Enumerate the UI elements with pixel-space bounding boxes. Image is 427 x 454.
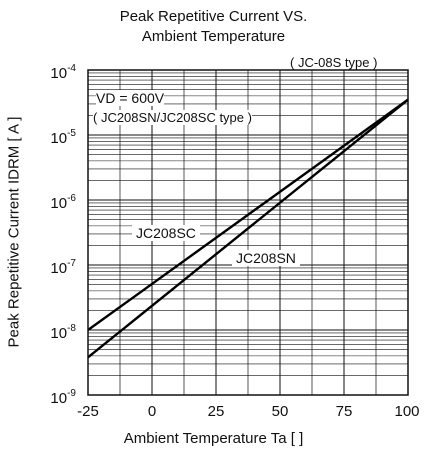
x-axis-label: Ambient Temperature Ta [ ] xyxy=(123,430,304,447)
chart-title-line1: Peak Repetitive Current VS. xyxy=(119,8,308,25)
condition-voltage: VD = 600V xyxy=(96,90,165,106)
x-tick-label: -25 xyxy=(77,403,99,420)
series-label-jc208sn: JC208SN xyxy=(232,250,300,266)
y-tick-label: 10-6 xyxy=(50,193,76,212)
y-tick-label: 10-4 xyxy=(50,63,76,82)
y-tick-label: 10-8 xyxy=(50,323,76,342)
x-tick-label: 0 xyxy=(147,403,157,420)
y-tick-label: 10-7 xyxy=(50,258,76,277)
x-tick-label: 100 xyxy=(394,403,420,420)
x-tick-label: 25 xyxy=(207,403,225,420)
x-tick-label: 50 xyxy=(271,403,289,420)
y-axis-label: Peak Repetitive Current IDRM [ A ] xyxy=(5,116,23,348)
series-label-jc208sc: JC208SC xyxy=(132,225,200,241)
chart-title-line2: Ambient Temperature xyxy=(141,28,286,45)
condition-types: ( JC208SN/JC208SC type ) xyxy=(93,110,252,125)
x-tick-label: 75 xyxy=(335,403,353,420)
series-line-jc208sc xyxy=(87,98,409,331)
y-tick-label: 10-9 xyxy=(50,388,76,407)
y-tick-label: 10-5 xyxy=(50,128,76,147)
series-line-jc208sn xyxy=(87,98,409,359)
type-label: ( JC-08S type ) xyxy=(290,55,378,70)
plot-frame xyxy=(87,69,409,396)
series-lines xyxy=(87,98,409,359)
